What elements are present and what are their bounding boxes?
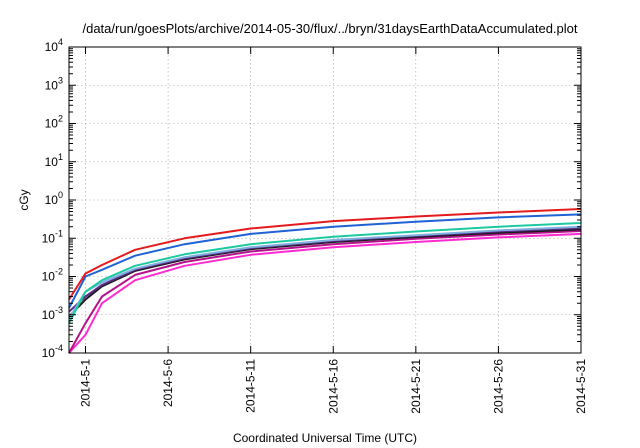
y-tick-label-exponent: 1 [58,152,63,162]
y-tick-label-base: 10 [42,270,56,284]
y-tick-label-exponent: 2 [58,114,63,124]
y-tick-label-base: 10 [42,346,56,360]
series-layer [68,208,582,354]
y-tick-label: 10-1 [42,228,63,245]
y-tick-label-base: 10 [45,155,59,169]
y-tick-label-exponent: -3 [55,305,63,315]
y-tick-label-exponent: -1 [55,228,63,238]
y-tick-label-base: 10 [45,117,59,131]
y-tick-label: 104 [45,37,63,54]
y-tick-label-base: 10 [45,193,59,207]
grid [69,47,581,353]
x-axis: 2014-5-1 2014-5-6 2014-5-11 2014-5-16 2014-5… [79,47,588,414]
series-line-7 [68,230,582,354]
y-tick-label-base: 10 [42,231,56,245]
y-tick-label-exponent: 3 [58,75,63,85]
x-tick-label: 2014-5-11 [244,359,258,413]
x-axis-label: Coordinated Universal Time (UTC) [233,431,417,445]
series-line-1 [68,208,582,301]
y-tick-label-base: 10 [45,78,59,92]
y-tick-label: 10-3 [42,305,63,322]
y-tick-label-base: 10 [45,40,59,54]
y-tick-label: 10-4 [42,343,63,360]
x-tick-label: 2014-5-16 [326,359,340,414]
y-tick-label-exponent: 0 [58,190,63,200]
y-tick-label: 103 [45,75,63,92]
x-tick-label: 2014-5-21 [409,359,423,414]
y-tick-label: 102 [45,114,63,131]
y-axis-label: cGy [17,189,31,210]
y-tick-label: 101 [45,152,63,169]
y-tick-label-exponent: -4 [55,343,63,353]
y-tick-label-base: 10 [42,308,56,322]
y-tick-label-exponent: 4 [58,37,63,47]
x-tick-label: 2014-5-6 [161,359,175,407]
y-tick-label: 10-2 [42,267,63,284]
y-tick-label: 100 [45,190,63,207]
series-line-8 [68,232,582,354]
x-tick-label: 2014-5-31 [574,359,588,414]
series-line-3 [68,222,582,324]
chart-title: /data/run/goesPlots/archive/2014-05-30/f… [82,21,577,36]
x-tick-label: 2014-5-1 [79,359,93,407]
series-line-2 [68,213,582,309]
x-tick-label: 2014-5-26 [491,359,505,414]
y-tick-label-exponent: -2 [55,267,63,277]
